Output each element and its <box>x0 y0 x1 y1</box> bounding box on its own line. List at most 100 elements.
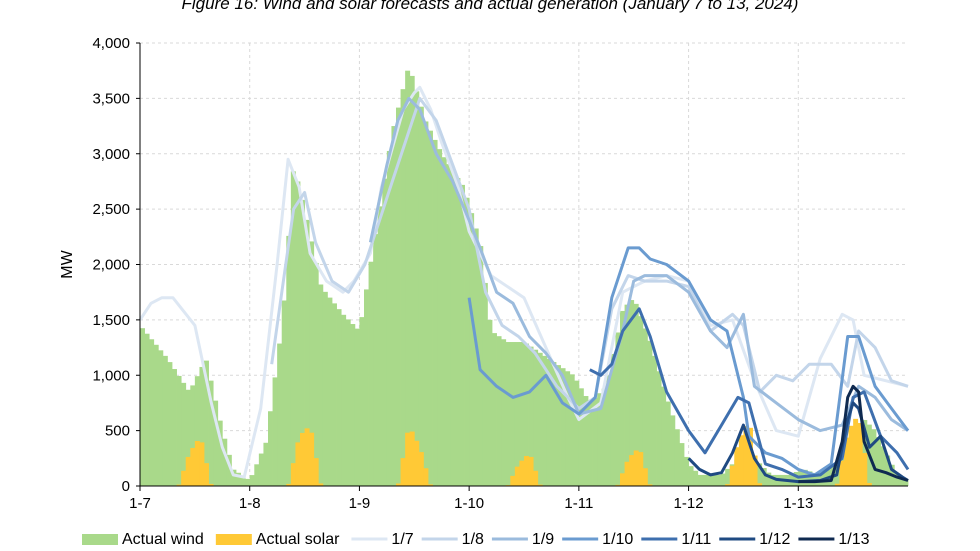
bar <box>336 309 342 486</box>
bar <box>528 456 534 486</box>
bar <box>898 477 904 486</box>
bar <box>738 435 744 486</box>
bar <box>766 472 772 486</box>
bar <box>464 197 470 486</box>
bar <box>537 352 543 486</box>
bar <box>629 300 635 486</box>
y-tick-label: 3,000 <box>92 146 130 163</box>
bar <box>652 355 657 486</box>
bar <box>368 261 374 486</box>
bar <box>697 474 703 486</box>
bar <box>437 149 443 486</box>
bar <box>460 184 465 486</box>
bar <box>894 474 900 486</box>
bar <box>428 484 433 486</box>
bar <box>423 121 429 487</box>
bar <box>519 342 525 486</box>
bar <box>642 468 648 486</box>
bar <box>313 262 319 486</box>
bar <box>418 452 424 486</box>
bar <box>194 441 200 486</box>
bar <box>592 397 598 486</box>
bar <box>903 479 909 486</box>
bar <box>583 396 589 486</box>
bar <box>629 455 635 486</box>
bar <box>647 340 653 486</box>
bar <box>510 475 516 486</box>
bar <box>647 484 653 486</box>
bar <box>176 484 182 486</box>
bar <box>670 415 676 486</box>
bar-series-actual-wind <box>140 70 909 487</box>
bar <box>661 386 667 486</box>
bar <box>505 342 511 486</box>
forecast-line-1-8 <box>270 96 909 410</box>
bar <box>332 303 337 486</box>
bar <box>396 483 401 486</box>
bar <box>601 388 607 486</box>
bar <box>469 213 475 486</box>
bar <box>286 483 292 486</box>
bar <box>853 418 859 486</box>
bar <box>236 472 241 486</box>
bar <box>181 470 187 486</box>
bar <box>144 333 150 486</box>
bar <box>848 425 854 486</box>
bar <box>638 316 644 486</box>
bar <box>693 470 699 486</box>
bar <box>190 385 196 486</box>
x-tick-label: 1-9 <box>349 495 371 512</box>
bar <box>204 463 209 486</box>
bar <box>240 475 246 486</box>
bar <box>674 429 680 486</box>
bar <box>620 310 625 486</box>
bar <box>245 478 251 486</box>
legend-label: 1/11 <box>681 531 711 548</box>
bar <box>725 484 731 486</box>
bar <box>537 484 543 486</box>
bar <box>359 317 365 486</box>
y-tick-label: 4,000 <box>92 35 130 52</box>
bar <box>711 474 717 486</box>
bar <box>382 178 388 486</box>
bar <box>620 473 625 486</box>
bar <box>574 380 580 486</box>
bar <box>450 171 456 486</box>
bar <box>208 380 214 486</box>
bar <box>533 470 539 486</box>
bar <box>638 452 644 486</box>
bar <box>304 428 310 486</box>
bar <box>615 484 621 486</box>
bar <box>396 107 401 487</box>
bar <box>185 456 191 486</box>
bar <box>318 483 324 486</box>
legend-label: Actual solar <box>256 531 340 548</box>
y-tick-label: 2,000 <box>92 257 130 274</box>
bar <box>656 371 662 486</box>
forecast-line-1-10 <box>467 246 910 477</box>
bar <box>455 177 461 486</box>
bar <box>834 483 840 486</box>
bar <box>501 339 507 486</box>
bar <box>432 139 438 486</box>
y-tick-label: 1,500 <box>92 312 130 329</box>
bar <box>345 319 351 486</box>
legend-label: 1/12 <box>759 531 790 548</box>
bar <box>217 420 223 486</box>
bar <box>162 355 168 486</box>
bar <box>231 469 237 486</box>
bar <box>263 442 269 486</box>
bar <box>313 458 319 486</box>
bar <box>204 360 209 486</box>
legend-label: 1/10 <box>602 531 633 548</box>
legend: Actual wind Actual solar 1/7 1/8 1/9 1/10 1/11… <box>82 531 870 548</box>
bar <box>423 468 429 486</box>
bar <box>716 474 721 486</box>
bar <box>734 447 740 486</box>
bar <box>793 472 799 486</box>
y-tick-label: 1,000 <box>92 367 130 384</box>
bar <box>199 442 205 486</box>
bar <box>304 219 310 486</box>
bar <box>158 350 164 486</box>
